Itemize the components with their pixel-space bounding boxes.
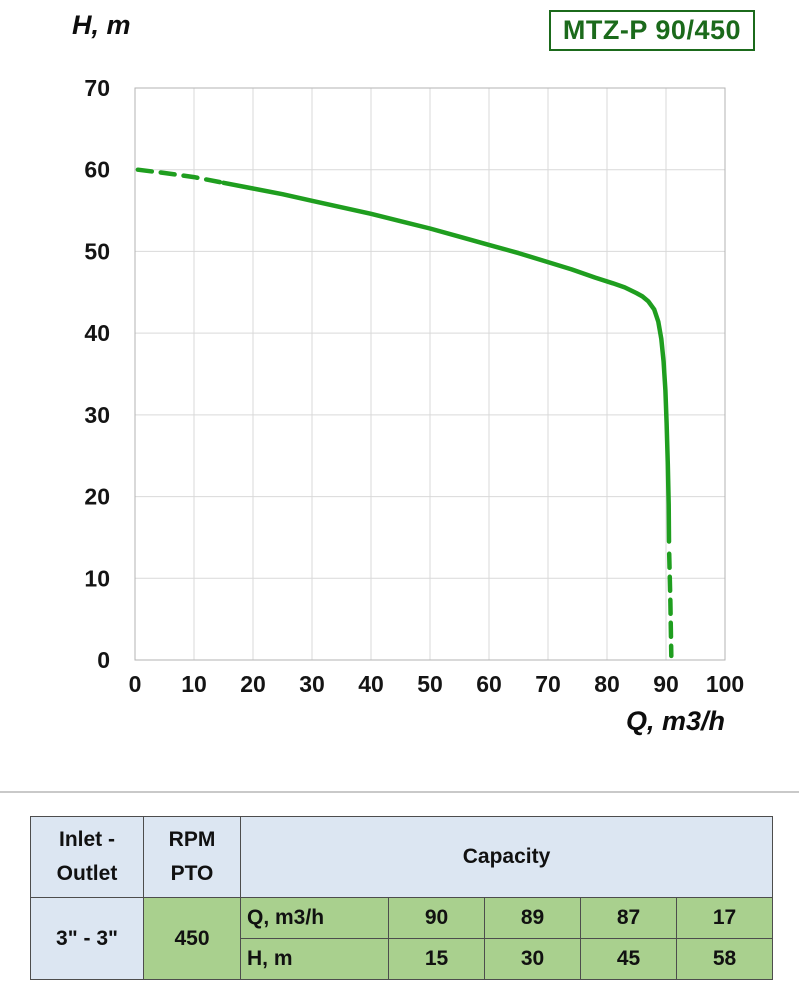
svg-text:40: 40 (358, 671, 384, 697)
svg-text:30: 30 (84, 402, 110, 428)
svg-text:30: 30 (299, 671, 325, 697)
svg-text:100: 100 (706, 671, 744, 697)
q-row-label: Q, m3/h (240, 897, 389, 939)
q-value-cell: 89 (484, 897, 581, 939)
q-value-cell: 90 (388, 897, 485, 939)
svg-text:10: 10 (181, 671, 207, 697)
header-line: PTO (170, 862, 214, 885)
h-value-cell: 45 (580, 938, 677, 980)
svg-text:20: 20 (240, 671, 266, 697)
divider-line (0, 791, 799, 793)
svg-text:10: 10 (84, 565, 110, 591)
header-line: Outlet (56, 862, 118, 885)
capacity-header: Capacity (240, 816, 773, 898)
svg-text:70: 70 (535, 671, 561, 697)
h-value-cell: 58 (676, 938, 773, 980)
chart-canvas: 0 10 20 30 40 50 60 70 0 10 20 30 40 50 60 70 80 90 100 (84, 75, 744, 697)
svg-text:90: 90 (653, 671, 679, 697)
inlet-outlet-header: Inlet - Outlet (30, 816, 144, 898)
q-value-cell: 17 (676, 897, 773, 939)
svg-text:0: 0 (129, 671, 142, 697)
table-header-row: Inlet - Outlet RPM PTO Capacity (30, 816, 773, 898)
rpm-value: 450 (143, 897, 241, 980)
svg-text:20: 20 (84, 484, 110, 510)
h-value-cell: 30 (484, 938, 581, 980)
svg-text:60: 60 (84, 157, 110, 183)
header-line: Inlet - (59, 828, 115, 851)
svg-text:80: 80 (594, 671, 620, 697)
svg-text:60: 60 (476, 671, 502, 697)
inlet-outlet-value: 3" - 3" (30, 897, 144, 980)
h-row-label: H, m (240, 938, 389, 980)
svg-text:50: 50 (84, 238, 110, 264)
capacity-table: Inlet - Outlet RPM PTO Capacity 3" - 3" … (30, 816, 773, 980)
x-axis-label: Q, m3/h (625, 706, 725, 736)
svg-text:0: 0 (97, 647, 110, 673)
header-line: RPM (168, 828, 216, 851)
svg-text:50: 50 (417, 671, 443, 697)
svg-text:70: 70 (84, 75, 110, 101)
table-row-q: 3" - 3" 450 Q, m3/h 90 89 87 17 (30, 897, 773, 980)
q-value-cell: 87 (580, 897, 677, 939)
rpm-pto-header: RPM PTO (143, 816, 241, 898)
chart-title: MTZ-P 90/450 (548, 10, 755, 51)
h-value-cell: 15 (388, 938, 485, 980)
svg-text:40: 40 (84, 320, 110, 346)
y-axis-label: H, m (72, 10, 131, 40)
table-row-h: H, m 15 30 45 58 (31, 938, 773, 980)
